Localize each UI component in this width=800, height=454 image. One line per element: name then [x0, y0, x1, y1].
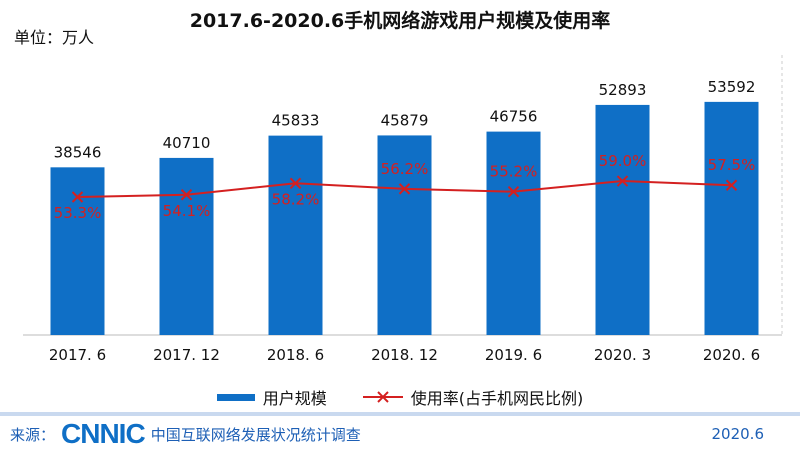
x-tick-label: 2019. 6 [485, 346, 542, 364]
bar-value-label: 40710 [163, 134, 211, 152]
bar-value-label: 53592 [708, 78, 756, 96]
rate-marker [180, 189, 193, 201]
bar [268, 135, 323, 335]
legend-label: 使用率(占手机网民比例) [410, 389, 584, 408]
bar [486, 131, 541, 335]
rate-marker [398, 183, 411, 195]
x-tick-label: 2017. 12 [153, 346, 220, 364]
rate-marker [289, 177, 302, 189]
bar-value-label: 52893 [599, 81, 647, 99]
x-tick-label: 2018. 12 [371, 346, 438, 364]
bar-value-label: 45879 [381, 111, 429, 129]
rate-value-label: 57.5% [708, 156, 756, 174]
date: 2020.6 [711, 425, 765, 443]
rate-value-label: 56.2% [381, 160, 429, 178]
divider [0, 412, 800, 416]
rate-marker [507, 185, 520, 198]
chart-title: 2017.6-2020.6手机网络游戏用户规模及使用率 [189, 10, 611, 32]
rate-value-label: 59.0% [599, 152, 647, 170]
legend-swatch-bar [216, 393, 255, 401]
bar [159, 157, 214, 335]
bar [50, 167, 105, 335]
legend-label: 用户规模 [262, 389, 327, 408]
source: 来源： CNNIC 中国互联网络发展状况统计调查 [10, 418, 361, 449]
bar-value-label: 45833 [272, 112, 320, 130]
x-tick-label: 2020. 6 [703, 346, 760, 364]
bar [377, 135, 432, 335]
bar [704, 101, 759, 335]
legend: 用户规模 使用率(占手机网民比例) [0, 385, 800, 409]
bar [595, 104, 650, 335]
rate-value-label: 55.2% [490, 163, 538, 181]
rate-marker [725, 179, 738, 191]
x-tick-label: 2020. 3 [594, 346, 651, 364]
cnnic-logo: CNNIC [61, 418, 146, 449]
bar-value-label: 38546 [54, 143, 102, 161]
rate-marker [616, 175, 629, 187]
bar-value-label: 46756 [490, 108, 538, 126]
x-tick-label: 2018. 6 [267, 346, 324, 364]
source-label: 来源： [10, 425, 56, 444]
rate-marker [71, 191, 84, 203]
rate-value-label: 58.2% [272, 190, 320, 208]
legend-swatch-line [362, 391, 403, 403]
unit-label: 单位：万人 [14, 28, 95, 47]
rate-value-label: 53.3% [54, 204, 102, 222]
legend-item-users: 用户规模 [216, 385, 327, 409]
source-text: 中国互联网络发展状况统计调查 [150, 425, 361, 444]
legend-item-rate: 使用率(占手机网民比例) [362, 385, 584, 409]
x-tick-label: 2017. 6 [49, 346, 106, 364]
rate-value-label: 54.1% [163, 202, 211, 220]
